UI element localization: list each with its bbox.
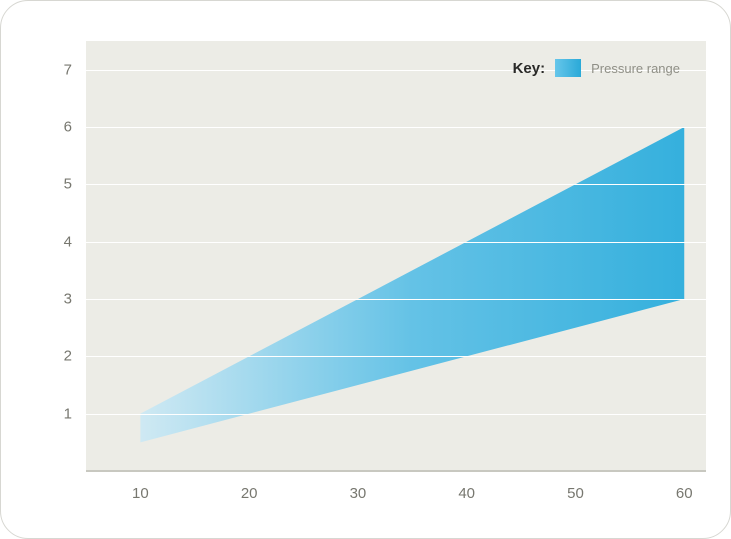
y-tick-label: 1	[46, 405, 86, 422]
plot-area: 1234567102030405060	[86, 41, 706, 471]
gridline	[86, 242, 706, 243]
y-tick-label: 3	[46, 291, 86, 308]
gridline	[86, 414, 706, 415]
x-tick-label: 50	[567, 471, 584, 502]
x-tick-label: 60	[676, 471, 693, 502]
x-tick-label: 40	[458, 471, 475, 502]
gridline	[86, 356, 706, 357]
x-tick-label: 10	[132, 471, 149, 502]
gridline	[86, 299, 706, 300]
gridline	[86, 127, 706, 128]
y-tick-label: 4	[46, 233, 86, 250]
legend-series-label: Pressure range	[591, 61, 680, 76]
area-range-svg	[86, 41, 706, 471]
chart-card: 1234567102030405060 Key: Pressure range	[0, 0, 731, 539]
y-tick-label: 6	[46, 119, 86, 136]
pressure-range-area	[140, 127, 684, 442]
x-axis-baseline	[86, 470, 706, 472]
legend: Key: Pressure range	[513, 59, 680, 77]
y-tick-label: 5	[46, 176, 86, 193]
legend-key-label: Key:	[513, 60, 546, 77]
legend-swatch-icon	[555, 59, 581, 77]
x-tick-label: 20	[241, 471, 258, 502]
gridline	[86, 184, 706, 185]
y-tick-label: 2	[46, 348, 86, 365]
x-tick-label: 30	[350, 471, 367, 502]
y-tick-label: 7	[46, 61, 86, 78]
